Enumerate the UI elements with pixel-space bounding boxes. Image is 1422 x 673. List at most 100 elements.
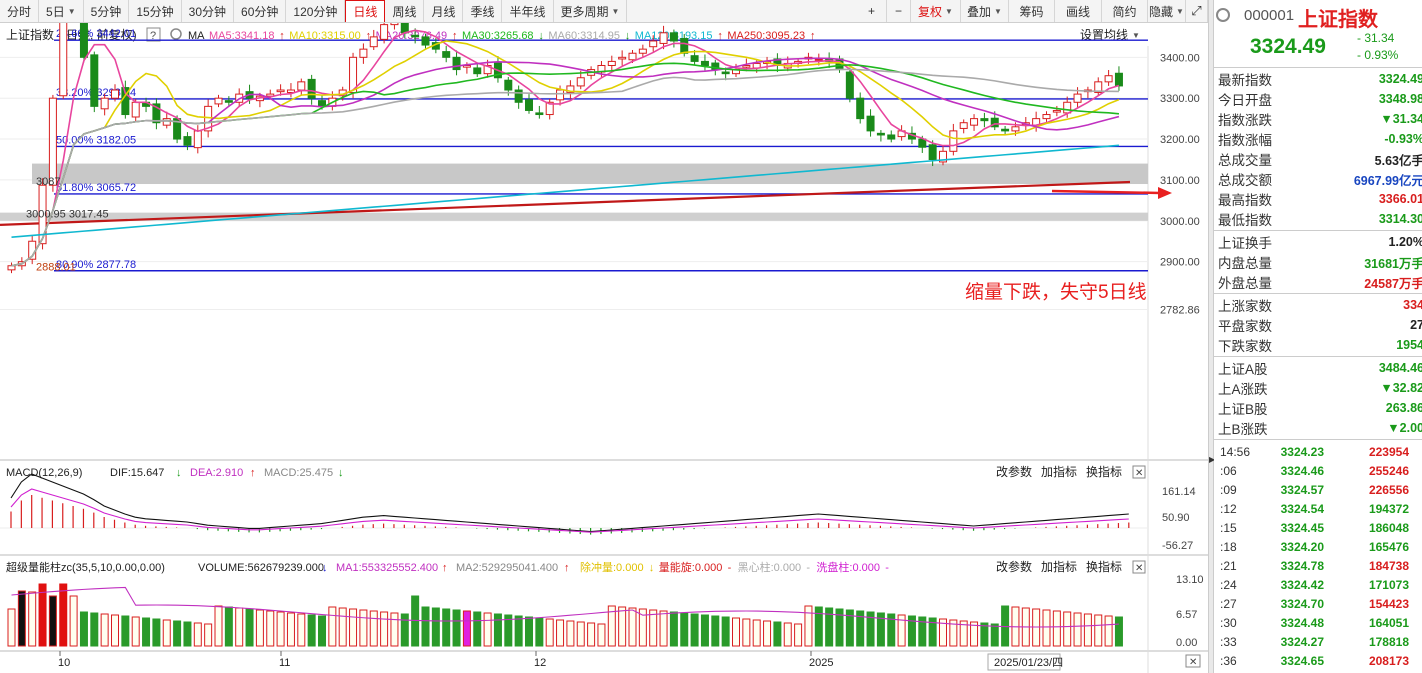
toolbar-tool-2[interactable]: 复权 ▼ [911, 0, 961, 22]
volume-bar [690, 613, 699, 647]
volume-ma2: MA2:529295041.400 [456, 562, 558, 574]
toolbar-tool-1[interactable]: − [887, 0, 911, 22]
volume-bar [525, 616, 533, 647]
tick-volume: 154423 [1368, 596, 1409, 611]
stat-label: 外盘总量 [1218, 276, 1272, 291]
period-tab-5[interactable]: 60分钟 [234, 0, 287, 22]
toolbar-tool-3[interactable]: 叠加 ▼ [961, 0, 1009, 22]
stat-row: 平盘家数 27 [1214, 315, 1422, 335]
help-icon: ? [150, 30, 156, 42]
period-tab-11[interactable]: 半年线 [502, 0, 554, 22]
ma-value-0: MA5:3341.18 [209, 30, 274, 42]
volume-bar [504, 614, 513, 647]
y-tick-label: 3200.00 [1160, 134, 1200, 146]
volume-bar [794, 623, 803, 647]
ma-arrow-icon-0: ↑ [279, 30, 285, 42]
candle-body [669, 32, 678, 42]
volume-ma1-arrow-icon: ↑ [442, 562, 448, 574]
tick-price: 3324.20 [1280, 539, 1324, 554]
volume-extra-0: 除冲量:0.000 [580, 560, 644, 574]
toolbar-tool-7[interactable]: 隐藏 ▼ [1148, 0, 1186, 22]
toolbar-tool-3-label: 叠加 [967, 4, 992, 19]
volume-bar [887, 613, 896, 647]
settings-gear-icon[interactable] [1216, 8, 1230, 22]
tick-volume: 184738 [1368, 558, 1409, 573]
volume-bar [28, 591, 37, 647]
volume-value: VOLUME:562679239.000 [198, 562, 324, 574]
date-box [987, 653, 1061, 671]
macd-title: MACD(12,26,9) [6, 467, 82, 479]
candle-body [400, 17, 409, 34]
panel-splitter[interactable]: ▶ [1208, 0, 1216, 673]
tick-volume: 186048 [1368, 520, 1409, 535]
toolbar-tool-4[interactable]: 筹码 [1009, 0, 1055, 22]
candle-body [390, 20, 399, 26]
ma-arrow-icon-4: ↓ [625, 30, 631, 42]
volume-bar [566, 620, 575, 647]
candle-body [659, 32, 668, 44]
candle-body [452, 56, 461, 71]
candle-body [318, 100, 326, 107]
stat-label: 下跌家数 [1218, 339, 1272, 354]
period-tab-8[interactable]: 周线 [385, 0, 425, 22]
period-tab-1[interactable]: 5日 ▼ [39, 0, 84, 22]
stat-label: 指数涨跌 [1218, 113, 1272, 128]
candle-body [48, 97, 57, 186]
volume-bar [918, 616, 927, 647]
kline-chart-svg[interactable]: 上证指数 (日线, 前复权)? MA MA5:3341.18 ↑ MA10:3315.00… [0, 0, 1208, 673]
volume-bar [980, 622, 989, 647]
candle-body [1073, 93, 1082, 103]
period-tab-9[interactable]: 月线 [424, 0, 464, 22]
tick-volume: 208173 [1368, 653, 1409, 668]
candle-body [90, 54, 99, 107]
volume-bar [1114, 616, 1123, 647]
volume-bar [928, 617, 937, 647]
period-tab-10[interactable]: 季线 [463, 0, 503, 22]
stat-label: 上涨家数 [1218, 299, 1272, 314]
toolbar-tool-5-label: 画线 [1065, 4, 1090, 19]
period-tab-3[interactable]: 15分钟 [129, 0, 182, 22]
annotation-text: 缩量下跌，失守5日线 [965, 281, 1147, 303]
volume-extra-1: 量能旋:0.000 [659, 560, 723, 574]
candle-body [514, 89, 523, 103]
period-tab-0[interactable]: 分时 [0, 0, 40, 22]
period-tab-1-label: 5日 [46, 4, 65, 19]
ma-arrow-icon-3: ↓ [538, 30, 544, 42]
stat-value: 3348.98 [1378, 92, 1422, 106]
macd-button-0: 改参数 [996, 464, 1032, 479]
volume-button-2: 换指标 [1086, 559, 1122, 574]
stat-row: 上证换手 1.20% [1214, 232, 1422, 252]
volume-bar [328, 606, 337, 647]
stat-value: 1954 [1396, 338, 1422, 352]
x-axis-label: 11 [279, 657, 290, 669]
candle-body [618, 56, 627, 60]
splitter-arrow-icon[interactable]: ▶ [1209, 455, 1216, 464]
candle-body [607, 60, 616, 66]
volume-bar [276, 611, 285, 647]
chart-area[interactable]: 上证指数 (日线, 前复权)? MA MA5:3341.18 ↑ MA10:3315.00… [0, 0, 1208, 673]
tick-list[interactable]: 14:56 3324.23 223954:06 3324.46 255246:09 332… [1214, 440, 1422, 673]
volume-bar [700, 614, 709, 647]
period-tab-4[interactable]: 30分钟 [182, 0, 235, 22]
fullscreen-icon[interactable]: ⤢ [1186, 0, 1208, 22]
macd-y-tick: 50.90 [1162, 512, 1190, 524]
toolbar-tool-5[interactable]: 画线 [1055, 0, 1102, 22]
volume-bar [783, 622, 792, 647]
extra-label-1: 3000.95 3017.45 [26, 208, 109, 220]
volume-bar [245, 608, 254, 647]
candle-body [380, 24, 389, 40]
volume-bar [866, 611, 875, 647]
volume-bar [556, 619, 565, 647]
period-tab-6[interactable]: 120分钟 [286, 0, 346, 22]
volume-ma2-arrow-icon: ↑ [564, 562, 570, 574]
dropdown-caret-icon: ▼ [611, 6, 620, 16]
fib-label-1: 23.60% 3442.01 [56, 28, 136, 40]
toolbar-tool-6[interactable]: 简约 [1102, 0, 1148, 22]
period-tab-2[interactable]: 5分钟 [84, 0, 130, 22]
candle-body [525, 99, 533, 111]
macd-dif: DIF:15.647 [110, 467, 164, 479]
toolbar-tool-0[interactable]: + [857, 0, 887, 22]
period-tab-12[interactable]: 更多周期 ▼ [554, 0, 628, 22]
period-tab-7[interactable]: 日线 [345, 0, 386, 22]
stat-value: 3324.49 [1378, 72, 1422, 86]
